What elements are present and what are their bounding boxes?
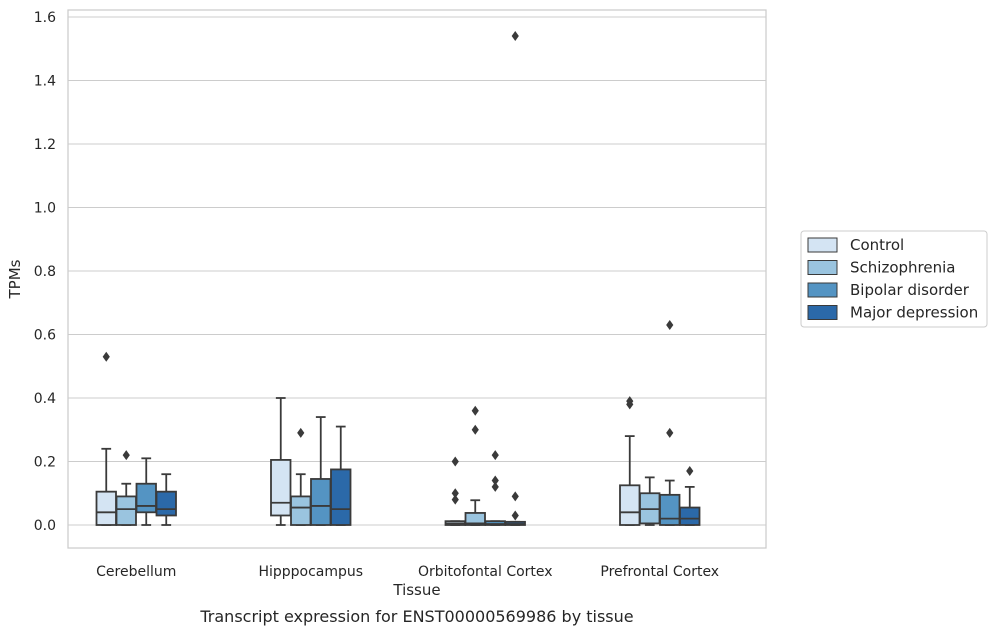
y-tick-label: 1.0: [34, 201, 56, 217]
box: [464, 512, 486, 526]
box-plot: [330, 425, 352, 526]
outlier-point: [491, 475, 499, 486]
legend-swatch: [807, 282, 838, 298]
box-plot: [310, 416, 332, 526]
legend-label: Control: [850, 236, 904, 254]
box: [95, 490, 117, 526]
plot-frame: [67, 9, 767, 549]
x-axis-label: Tissue: [392, 581, 440, 599]
x-tick-label: Orbitofontal Cortex: [418, 564, 553, 580]
outlier-point: [666, 319, 674, 330]
outlier-point: [122, 450, 130, 461]
box-plots: [95, 31, 701, 526]
legend-swatch: [807, 237, 838, 253]
outlier-point: [491, 481, 499, 492]
y-tick-label: 0.4: [34, 391, 56, 407]
y-tick-labels: 0.0 0.2 0.4 0.6 0.8 1.0 1.2 1.4 1.6: [34, 10, 56, 534]
box: [330, 468, 352, 526]
y-tick-label: 0.8: [34, 264, 56, 280]
outlier-point: [297, 427, 305, 438]
outlier-point: [626, 396, 634, 407]
box-plot: [95, 351, 117, 526]
x-tick-label: Cerebellum: [96, 564, 176, 580]
y-tick-label: 1.4: [34, 74, 56, 90]
outlier-point: [686, 466, 694, 477]
y-tick-label: 0.6: [34, 328, 56, 344]
outlier-point: [471, 405, 479, 416]
box: [290, 495, 312, 526]
y-tick-label: 0.0: [34, 518, 56, 534]
box-plot: [290, 427, 312, 526]
box-plot: [504, 31, 526, 526]
outlier-point: [102, 351, 110, 362]
box: [679, 506, 701, 526]
outlier-point: [666, 427, 674, 438]
y-axis-label: TPMs: [6, 259, 24, 299]
y-tick-label: 0.2: [34, 455, 56, 471]
legend-frame: [800, 230, 988, 328]
box-plot: [270, 397, 292, 526]
legend: Control Schizophrenia Bipolar disorder Majo…: [800, 230, 988, 328]
legend-label: Schizophrenia: [850, 259, 955, 277]
legend-swatch: [807, 260, 838, 275]
legend-swatch: [807, 305, 838, 320]
plot-area: [68, 10, 766, 548]
box: [155, 490, 177, 517]
gridlines: [68, 16, 766, 526]
box: [270, 459, 292, 517]
outlier-point: [471, 424, 479, 435]
box: [115, 495, 137, 526]
box-plot: [464, 405, 486, 526]
outlier-point: [451, 488, 459, 499]
legend-label: Bipolar disorder: [850, 281, 970, 299]
outlier-point: [451, 494, 459, 505]
outlier-point: [491, 450, 499, 461]
outlier-point: [511, 491, 519, 502]
box-plot: [659, 319, 681, 526]
box-plot: [155, 473, 177, 526]
x-tick-label: Prefrontal Cortex: [600, 564, 719, 580]
y-tick-label: 1.6: [34, 10, 56, 26]
box: [135, 482, 157, 514]
box-plot: [135, 457, 157, 526]
box-plot: [679, 466, 701, 526]
x-tick-label: Hipppocampus: [258, 564, 363, 580]
x-tick-labels: Cerebellum Hipppocampus Orbitofontal Corte…: [96, 564, 719, 580]
outlier-point: [511, 31, 519, 42]
box: [310, 478, 332, 526]
legend-label: Major depression: [850, 304, 978, 322]
outlier-point: [451, 456, 459, 467]
outlier-point: [511, 510, 519, 521]
chart-caption: Transcript expression for ENST0000056998…: [199, 607, 633, 626]
box-plot: [484, 450, 506, 526]
box-plot: [639, 476, 661, 526]
y-tick-label: 1.2: [34, 137, 56, 153]
box: [619, 484, 641, 526]
box: [659, 493, 681, 526]
